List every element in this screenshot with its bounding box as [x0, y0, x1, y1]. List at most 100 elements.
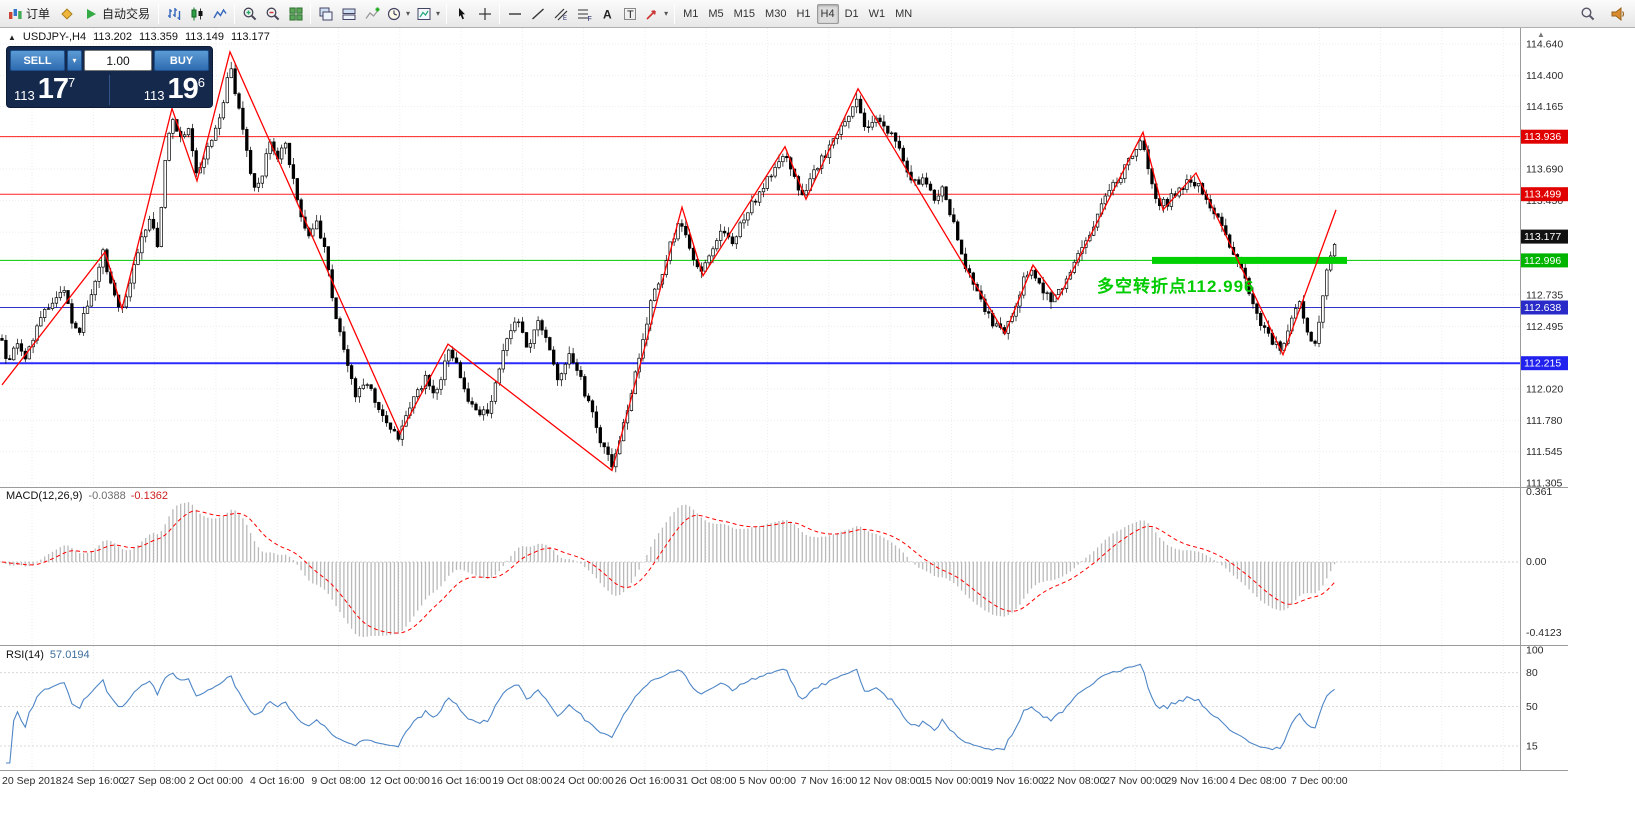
grid [0, 28, 1520, 770]
hline-tool-button[interactable] [503, 3, 526, 25]
channel-tool-button[interactable]: E [549, 3, 572, 25]
arrows-tool-button[interactable]: ▾ [641, 3, 671, 25]
symbol-label: USDJPY-,H4 [22, 31, 87, 43]
alerts-button[interactable] [1606, 3, 1629, 25]
bid-big: 17 [37, 73, 69, 105]
cursor-icon [458, 7, 465, 19]
buy-button[interactable]: BUY [154, 50, 209, 71]
close-value: 113.177 [230, 31, 270, 43]
sell-button[interactable]: SELL [10, 50, 65, 71]
volume-input[interactable] [84, 50, 152, 71]
timeframe-d1[interactable]: D1 [844, 7, 859, 20]
price-axis[interactable]: 114.640114.400114.165113.690113.450112.7… [1521, 39, 1568, 753]
svg-text:114.165: 114.165 [1526, 101, 1563, 113]
svg-text:7 Dec 00:00: 7 Dec 00:00 [1291, 775, 1348, 787]
periods-icon [387, 7, 401, 20]
fibonacci-icon: F [577, 9, 591, 22]
timeframe-m1[interactable]: M1 [683, 7, 699, 20]
zoom-in-button[interactable] [238, 3, 261, 25]
timeframe-mn[interactable]: MN [895, 7, 913, 20]
svg-text:5 Nov 00:00: 5 Nov 00:00 [739, 775, 796, 787]
bid-price[interactable]: 113 17 7 [10, 73, 109, 107]
ask-big: 19 [167, 73, 199, 105]
main-pane[interactable] [0, 49, 1520, 473]
svg-text:F: F [587, 16, 591, 22]
pane-dividers [0, 28, 1568, 771]
svg-text:26 Oct 16:00: 26 Oct 16:00 [615, 775, 675, 787]
quick-trade-icon [60, 7, 73, 20]
svg-text:2 Oct 00:00: 2 Oct 00:00 [189, 775, 243, 787]
timeframe-h1[interactable]: H1 [796, 7, 811, 20]
autotrade-icon [87, 8, 97, 19]
orders-icon [9, 8, 22, 19]
svg-text:4 Dec 08:00: 4 Dec 08:00 [1230, 775, 1287, 787]
line-chart-button[interactable] [208, 3, 231, 25]
bid-sup: 7 [68, 75, 76, 90]
svg-text:4 Oct 16:00: 4 Oct 16:00 [250, 775, 304, 787]
indicators-button[interactable] [360, 3, 383, 25]
timeframe-m30[interactable]: M30 [765, 7, 787, 20]
text-tool-button[interactable]: A [595, 3, 618, 25]
timeframe-m5[interactable]: M5 [708, 7, 724, 20]
rsi-name: RSI(14) [6, 649, 44, 661]
bar-chart-button[interactable] [162, 3, 185, 25]
macd-value: -0.0388 [88, 490, 126, 502]
axis-scroll-icon[interactable]: ▲ [1537, 30, 1545, 39]
price-divider [109, 75, 110, 105]
candle-chart-button[interactable] [185, 3, 208, 25]
macd-indicator-label: MACD(12,26,9) -0.0388 -0.1362 [6, 490, 168, 502]
timeframe-w1[interactable]: W1 [868, 7, 886, 20]
svg-text:15: 15 [1526, 741, 1538, 753]
svg-text:19 Nov 16:00: 19 Nov 16:00 [982, 775, 1045, 787]
periods-button[interactable]: ▾ [383, 3, 413, 25]
text-icon: A [603, 7, 612, 21]
svg-text:80: 80 [1526, 667, 1538, 679]
cascade-windows-button[interactable] [337, 3, 360, 25]
quick-trade-button[interactable] [55, 3, 78, 25]
timeframe-m15[interactable]: M15 [733, 7, 756, 20]
bar-chart-icon [167, 7, 180, 20]
fibonacci-tool-button[interactable]: F [572, 3, 595, 25]
svg-text:16 Oct 16:00: 16 Oct 16:00 [431, 775, 491, 787]
svg-text:112.495: 112.495 [1526, 321, 1563, 333]
zoom-out-button[interactable] [261, 3, 284, 25]
orders-button[interactable]: 订单 [2, 3, 55, 25]
svg-text:12 Oct 00:00: 12 Oct 00:00 [370, 775, 430, 787]
svg-text:112.020: 112.020 [1526, 383, 1563, 395]
svg-text:113.690: 113.690 [1526, 164, 1563, 176]
rsi-value: 57.0194 [49, 649, 90, 661]
candle-chart-icon [191, 7, 203, 20]
autotrade-button[interactable]: 自动交易 [78, 3, 155, 25]
ask-sup: 6 [197, 75, 205, 90]
separator [499, 3, 501, 24]
svg-text:-0.4123: -0.4123 [1526, 627, 1562, 639]
tile-windows-icon [289, 7, 303, 20]
svg-text:15 Nov 00:00: 15 Nov 00:00 [920, 775, 983, 787]
search-button[interactable] [1576, 3, 1599, 25]
timeframe-h4[interactable]: H4 [816, 3, 839, 24]
svg-text:31 Oct 08:00: 31 Oct 08:00 [676, 775, 736, 787]
trendline-tool-button[interactable] [526, 3, 549, 25]
caret-down-icon: ▾ [436, 9, 441, 18]
one-click-collapse-toggle[interactable]: ▲ [8, 32, 16, 42]
ask-price[interactable]: 113 19 6 [110, 73, 209, 107]
macd-pane[interactable] [1, 502, 1336, 637]
tile-windows-button[interactable] [284, 3, 307, 25]
label-tool-button[interactable]: T [618, 3, 641, 25]
crosshair-tool-button[interactable] [473, 3, 496, 25]
separator [310, 3, 312, 24]
cursor-tool-button[interactable] [450, 3, 473, 25]
templates-button[interactable]: ▾ [413, 3, 443, 25]
separator [158, 3, 160, 24]
rsi-pane[interactable] [5, 663, 1335, 764]
arrange-windows-button[interactable] [314, 3, 337, 25]
templates-icon [417, 7, 431, 20]
svg-text:112.735: 112.735 [1526, 289, 1563, 301]
volume-dropdown-button[interactable]: ▾ [67, 50, 82, 71]
ask-prefix: 113 [143, 88, 165, 103]
separator [446, 3, 448, 24]
arrange-windows-icon [319, 7, 333, 20]
svg-text:19 Oct 08:00: 19 Oct 08:00 [492, 775, 552, 787]
